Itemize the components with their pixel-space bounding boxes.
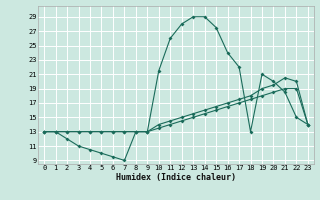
X-axis label: Humidex (Indice chaleur): Humidex (Indice chaleur) [116, 173, 236, 182]
